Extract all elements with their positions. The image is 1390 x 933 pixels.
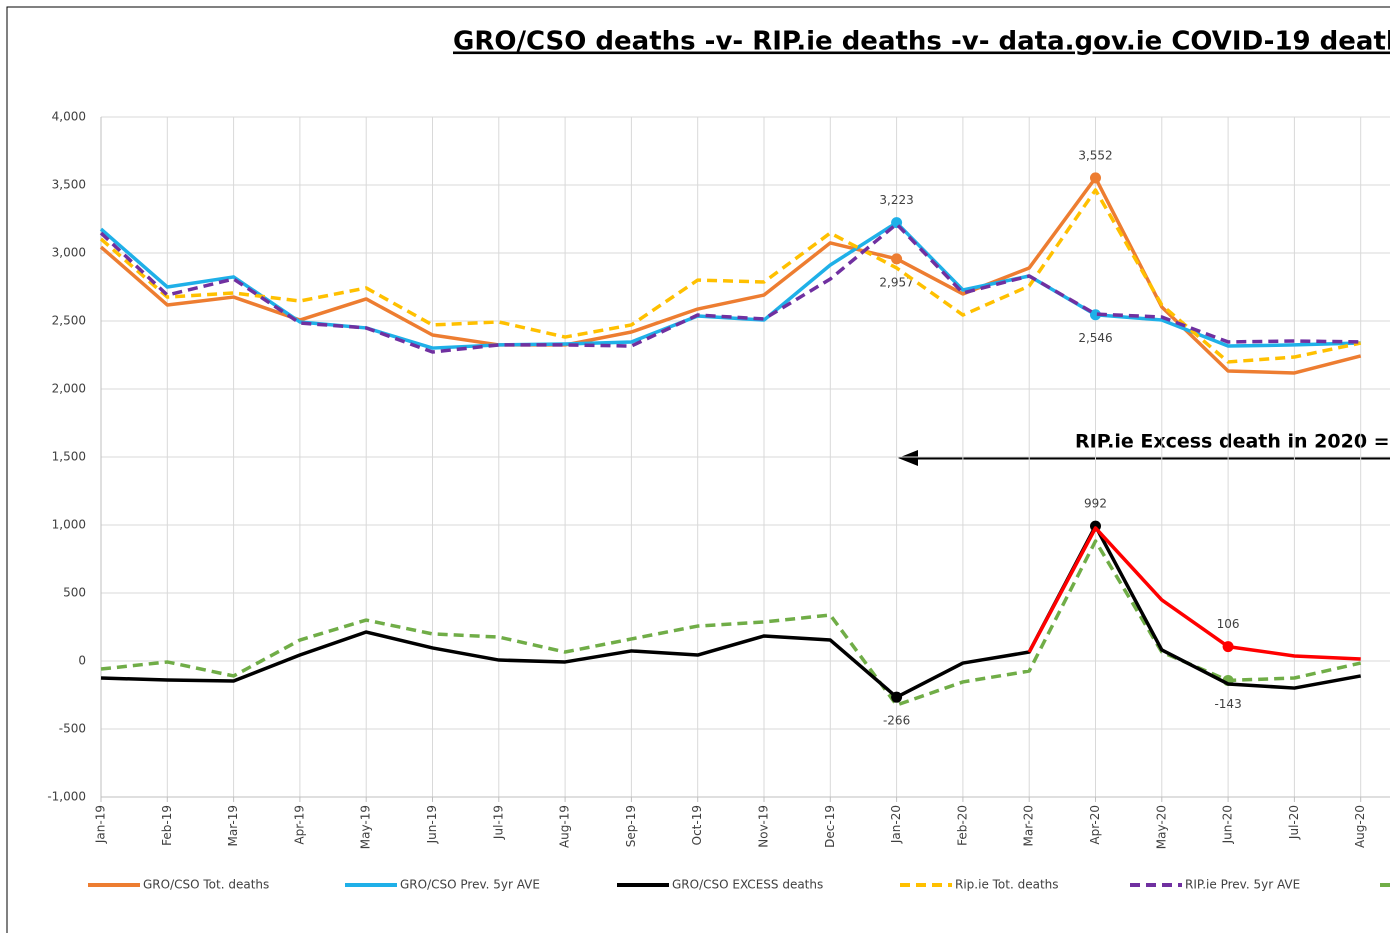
arrow-head (898, 450, 918, 466)
x-tick-label: Aug-19 (558, 805, 572, 848)
data-label: -266 (883, 714, 910, 728)
x-tick-label: Nov-19 (757, 805, 771, 848)
series-line (99, 222, 1361, 354)
series-line (1027, 526, 1361, 661)
data-label: 992 (1084, 497, 1107, 511)
data-point (1222, 641, 1234, 653)
x-tick-label: Aug-20 (1353, 805, 1367, 848)
x-tick-label: Feb-19 (160, 805, 174, 846)
x-tick-label: Jun-20 (1221, 805, 1235, 844)
legend-label: GRO/CSO Prev. 5yr AVE (400, 878, 540, 892)
series-line (99, 176, 1362, 375)
legend-label: Rip.ie Tot. deaths (955, 878, 1059, 892)
x-tick-label: Jan-20 (889, 805, 903, 844)
data-label: -143 (1214, 697, 1241, 711)
legend-label: RIP.ie Prev. 5yr AVE (1185, 878, 1300, 892)
chart-title: GRO/CSO deaths -v- RIP.ie deaths -v- dat… (453, 27, 1390, 57)
data-label: 3,223 (879, 193, 913, 207)
grid (100, 116, 1390, 798)
x-tick-label: Jul-20 (1287, 805, 1301, 840)
data-point (891, 691, 903, 703)
y-tick-label: 1,500 (52, 450, 86, 464)
x-tick-label: Apr-19 (292, 805, 306, 845)
x-tick-label: Jan-19 (94, 805, 108, 844)
x-tick-label: Jun-19 (425, 805, 439, 844)
y-tick-label: 2,000 (52, 382, 86, 396)
data-point (891, 253, 903, 265)
y-tick-label: 500 (63, 586, 86, 600)
y-tick-label: 2,500 (52, 314, 86, 328)
data-point (1090, 172, 1101, 184)
x-tick-label: Sep-19 (624, 805, 638, 847)
data-label: 3,552 (1078, 148, 1112, 162)
data-point (1090, 309, 1101, 321)
series-line (99, 220, 1361, 350)
series-line (99, 188, 1362, 364)
x-tick-label: Mar-20 (1022, 805, 1036, 846)
series-line (100, 524, 1362, 699)
x-tick-label: Mar-19 (226, 805, 240, 846)
legend-label: GRO/CSO EXCESS deaths (672, 878, 823, 892)
y-tick-label: -1,000 (47, 790, 86, 804)
series-line (100, 539, 1362, 707)
frame (6, 6, 1390, 933)
x-tick-label: Oct-19 (690, 805, 704, 845)
data-label: 2,546 (1078, 331, 1112, 345)
y-tick-label: 3,000 (52, 246, 86, 260)
legend-label: GRO/CSO Tot. deaths (143, 878, 269, 892)
data-label: 2,957 (879, 275, 913, 289)
y-tick-label: 4,000 (52, 110, 86, 124)
x-tick-label: Dec-19 (823, 805, 837, 848)
y-tick-label: -500 (59, 722, 86, 736)
x-tick-label: Feb-20 (955, 805, 969, 846)
x-tick-label: Apr-20 (1088, 805, 1102, 845)
x-tick-label: May-20 (1154, 805, 1168, 849)
data-label: 106 (1217, 617, 1240, 631)
annotation: RIP.ie Excess death in 2020 = (1075, 431, 1390, 453)
y-tick-label: 0 (78, 654, 86, 668)
y-tick-label: 1,000 (52, 518, 86, 532)
x-tick-label: May-19 (359, 805, 373, 849)
y-tick-label: 3,500 (52, 178, 86, 192)
x-tick-label: Jul-19 (491, 805, 505, 840)
